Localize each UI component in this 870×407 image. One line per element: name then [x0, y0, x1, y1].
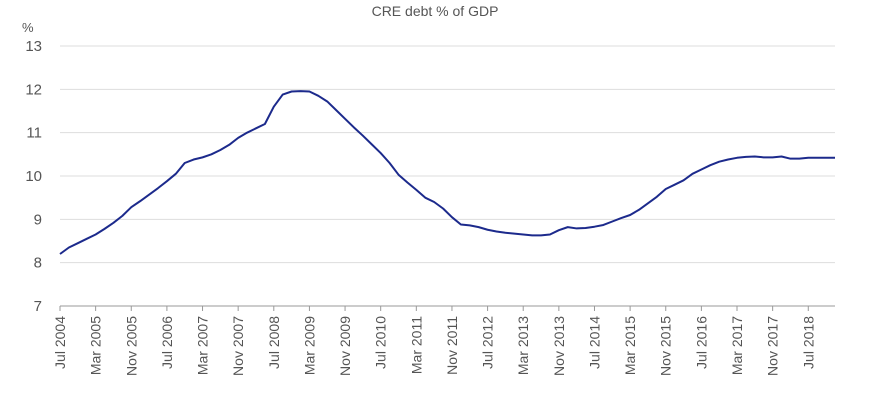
y-tick-label: 11 [26, 125, 42, 142]
x-tick-label: Nov 2013 [551, 316, 567, 376]
y-tick-label: 8 [34, 255, 42, 272]
x-tick-label: Jul 2014 [586, 316, 602, 369]
x-tick-label: Jul 2010 [373, 316, 389, 369]
x-tick-label: Jul 2018 [800, 316, 816, 369]
x-tick-label: Nov 2007 [230, 316, 246, 376]
y-tick-label: 13 [25, 38, 42, 55]
x-tick-label: Nov 2009 [337, 316, 353, 376]
y-tick-label: 9 [34, 211, 42, 228]
y-tick-label: 12 [25, 81, 42, 98]
y-tick-label: 7 [34, 298, 42, 315]
x-tick-label: Nov 2017 [765, 316, 781, 376]
x-tick-label: Mar 2015 [622, 316, 638, 375]
x-tick-label: Jul 2006 [159, 316, 175, 369]
x-tick-label: Mar 2009 [301, 316, 317, 375]
x-tick-label: Jul 2004 [52, 316, 68, 369]
x-tick-label: Mar 2011 [408, 316, 424, 374]
x-tick-label: Nov 2005 [123, 316, 139, 376]
x-tick-label: Nov 2015 [658, 316, 674, 376]
data-line [59, 90, 835, 255]
x-tick-label: Mar 2007 [195, 316, 211, 375]
x-tick-label: Nov 2011 [444, 316, 460, 375]
x-tick-label: Mar 2005 [88, 316, 104, 375]
x-tick-label: Jul 2016 [693, 316, 709, 369]
x-tick-label: Mar 2017 [729, 316, 745, 375]
x-tick-label: Jul 2008 [266, 316, 282, 369]
y-axis-label: % [22, 20, 34, 35]
chart-title: CRE debt % of GDP [372, 3, 499, 19]
x-tick-label: Mar 2013 [515, 316, 531, 375]
x-tick-label: Jul 2012 [480, 316, 496, 369]
y-tick-label: 10 [25, 168, 42, 185]
